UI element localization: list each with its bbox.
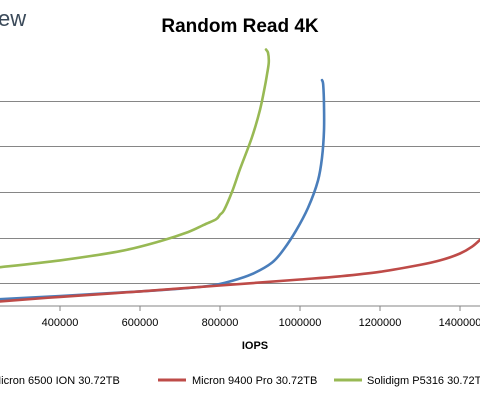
x-tick-label-4: 1200000 [359, 317, 402, 329]
x-tick-label-0: 400000 [42, 317, 79, 329]
series-line-1 [0, 238, 480, 303]
series-line-0 [0, 78, 326, 301]
x-tick-label-5: 1400000 [439, 317, 480, 329]
x-tick-label-1: 600000 [122, 317, 159, 329]
series-line-2 [0, 48, 271, 269]
gridlines [0, 101, 480, 284]
legend: Micron 6500 ION 30.72TB Micron 9400 Pro 3… [0, 375, 480, 387]
series-group [0, 48, 480, 303]
x-tick-label-3: 1000000 [279, 317, 322, 329]
legend-label-2: Solidigm P5316 30.72TB [367, 375, 480, 387]
brand-fragment: ew [0, 6, 26, 31]
legend-label-0: Micron 6500 ION 30.72TB [0, 375, 120, 387]
legend-label-1: Micron 9400 Pro 30.72TB [192, 375, 317, 387]
x-tick-label-2: 800000 [202, 317, 239, 329]
chart-title: Random Read 4K [161, 16, 319, 37]
x-tick-labels: 400000 600000 800000 1000000 1200000 1400000 [42, 306, 480, 329]
x-axis-title: IOPS [242, 340, 268, 352]
